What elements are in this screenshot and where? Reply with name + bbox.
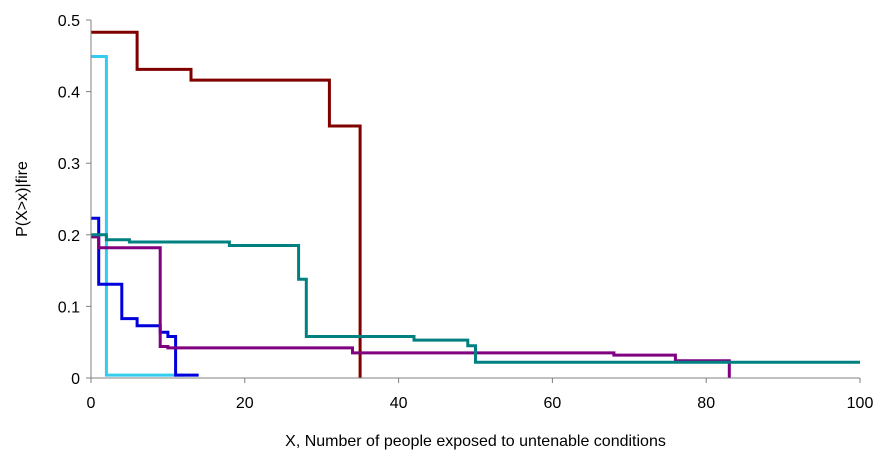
series-line-1 [91,30,362,378]
x-tick-label: 0 [87,395,96,412]
x-axis-title: X, Number of people exposed to untenable… [285,433,666,450]
series-line-5 [91,233,860,364]
ticks-layer: 0 0.1 0.2 0.3 0.4 0.5 0 20 40 60 80 100 [58,13,874,412]
y-tick-label: 0 [71,371,80,388]
y-tick-label: 0.3 [58,156,80,173]
y-tick-label: 0.5 [58,13,80,30]
series-layer [91,30,860,378]
x-tick-label: 100 [847,395,874,412]
y-tick-label: 0.1 [58,299,80,316]
x-tick-label: 40 [390,395,408,412]
x-tick-label: 20 [236,395,254,412]
series-line-3 [91,216,199,377]
series-line-2 [91,55,184,377]
y-tick-label: 0.2 [58,228,80,245]
x-tick-label: 60 [544,395,562,412]
x-tick-label: 80 [697,395,715,412]
y-tick-label: 0.4 [58,85,80,102]
series-line-4 [91,235,731,378]
y-axis-title: P(X>x)|fire [14,161,31,237]
